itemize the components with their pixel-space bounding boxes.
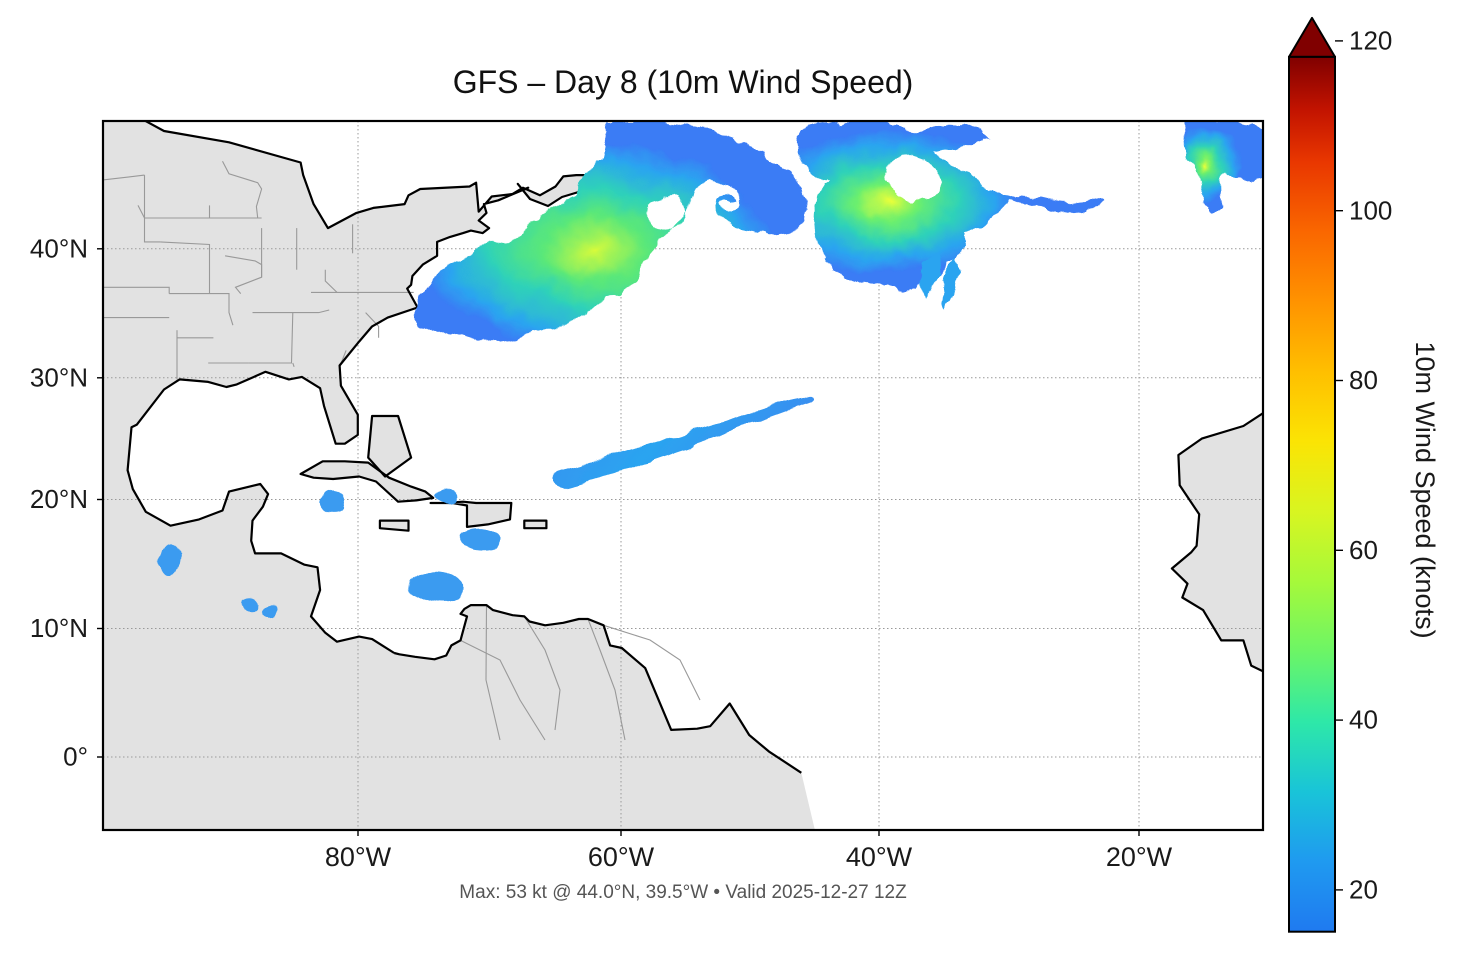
svg-text:20°N: 20°N (30, 484, 88, 514)
svg-text:40°N: 40°N (30, 234, 88, 264)
svg-text:20°W: 20°W (1106, 842, 1173, 872)
svg-text:120: 120 (1349, 26, 1392, 56)
svg-text:20: 20 (1349, 875, 1378, 905)
svg-text:10m Wind Speed (knots): 10m Wind Speed (knots) (1410, 341, 1440, 638)
svg-text:100: 100 (1349, 195, 1392, 225)
svg-text:80°W: 80°W (325, 842, 392, 872)
svg-text:60: 60 (1349, 535, 1378, 565)
svg-text:10°N: 10°N (30, 613, 88, 643)
svg-text:60°W: 60°W (588, 842, 655, 872)
svg-text:80: 80 (1349, 365, 1378, 395)
svg-text:0°: 0° (63, 742, 88, 772)
svg-text:40°W: 40°W (846, 842, 913, 872)
svg-text:30°N: 30°N (30, 363, 88, 393)
svg-text:40: 40 (1349, 705, 1378, 735)
